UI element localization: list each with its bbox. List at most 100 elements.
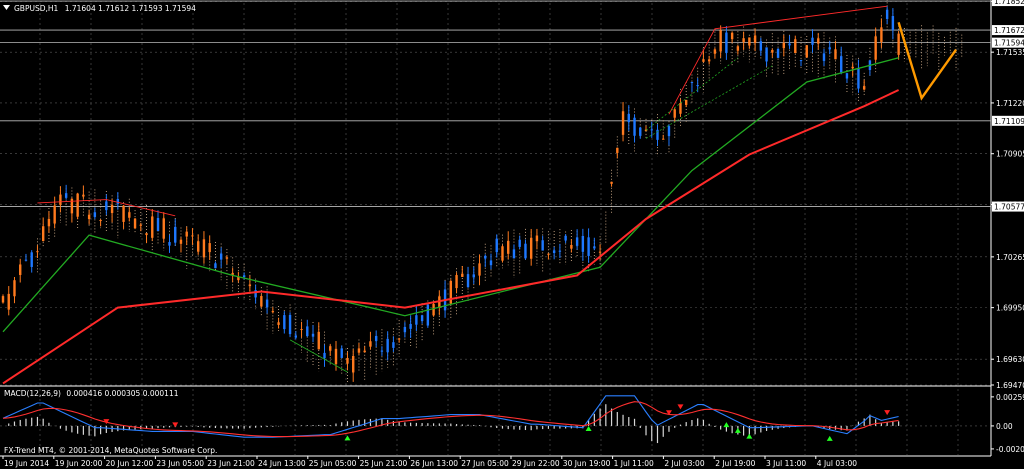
candle-body: [346, 357, 349, 364]
candle-body: [524, 243, 527, 259]
time-tick-label: 30 Jun 19:00: [563, 459, 611, 468]
time-tick-label: 29 Jun 22:00: [512, 459, 560, 468]
price-tag-label: 1.71852: [994, 0, 1024, 6]
candle-body: [139, 224, 142, 226]
candle-body: [598, 251, 602, 253]
indicator-lines: [2, 5, 957, 385]
candle-body: [667, 126, 671, 137]
candle-body: [317, 331, 320, 350]
candle-body: [426, 304, 430, 326]
candle-body: [294, 335, 297, 338]
price-tag-label: 1.71594: [994, 39, 1024, 48]
candle-body: [575, 237, 579, 246]
price-tick-label: 1.69470: [996, 381, 1024, 390]
candle-body: [765, 47, 768, 62]
candle-body: [845, 73, 849, 79]
candle-body: [185, 231, 188, 237]
candle-body: [851, 66, 854, 69]
candle-body: [13, 280, 16, 297]
candle-body: [633, 117, 636, 136]
candle-body: [87, 214, 91, 220]
candle-body: [644, 129, 648, 132]
candle-body: [197, 241, 200, 252]
candle-body: [19, 264, 22, 275]
price-tick-label: 1.69630: [996, 355, 1024, 364]
candle-body: [518, 239, 521, 247]
time-tick-label: 25 Jun 05:00: [309, 459, 357, 468]
candle-body: [300, 329, 303, 331]
buy-arrow-icon: [734, 427, 741, 433]
time-tick-label: 19 Jun 2014: [4, 459, 49, 468]
sell-arrow-icon: [884, 410, 891, 416]
macd-panel: [0, 395, 990, 444]
macd-values: 0.000416 0.000305 0.000111: [66, 389, 178, 398]
candle-body: [340, 348, 343, 358]
sell-arrow-icon: [103, 419, 110, 425]
candle-body: [862, 86, 866, 90]
time-tick-label: 20 Jun 12:00: [106, 459, 154, 468]
candle-body: [30, 252, 33, 267]
candle-body: [179, 239, 183, 244]
candle-body: [260, 296, 263, 307]
candle-body: [880, 27, 883, 43]
candle-body: [788, 43, 791, 46]
candle-body: [357, 348, 361, 353]
price-tick-label: 1.69950: [996, 304, 1024, 313]
candle-body: [214, 263, 217, 269]
candle-body: [225, 257, 229, 259]
candle-body: [759, 41, 763, 51]
candle-body: [369, 341, 372, 347]
candle-body: [202, 239, 206, 258]
candles: [1, 6, 900, 382]
candle-body: [24, 259, 28, 261]
candle-body: [742, 38, 745, 43]
candle-body: [311, 333, 315, 337]
candle-body: [151, 216, 154, 238]
candle-body: [191, 235, 194, 237]
sell-arrow-icon: [677, 404, 684, 410]
time-tick-label: 2 Jul 03:00: [664, 459, 704, 468]
candle-body: [713, 49, 717, 54]
buy-arrow-icon: [344, 435, 351, 441]
candle-body: [70, 198, 74, 214]
macd-line: [2, 395, 899, 438]
candle-body: [472, 274, 475, 278]
price-tick-label: 1.71535: [996, 48, 1024, 57]
symbol-header: GBPUSD,H1 1.71604 1.71612 1.71593 1.7159…: [14, 4, 196, 13]
candle-body: [541, 240, 544, 251]
macd-tick-label: 0.002597: [996, 393, 1024, 402]
chart-menu-icon[interactable]: [3, 5, 10, 10]
time-tick-label: 1 Jul 11:00: [614, 459, 654, 468]
candle-body: [156, 218, 160, 232]
candle-body: [730, 32, 734, 40]
time-tick-label: 26 Jun 13:00: [410, 459, 458, 468]
candle-body: [380, 350, 384, 352]
candle-body: [271, 311, 275, 313]
price-tag: [992, 115, 1024, 126]
candle-body: [105, 201, 108, 211]
candle-body: [363, 350, 366, 353]
candle-body: [799, 60, 803, 62]
price-tick-label: 1.70905: [996, 150, 1024, 159]
candle-body: [168, 242, 171, 246]
trend-line: [645, 65, 773, 139]
candle-body: [265, 299, 269, 308]
macd-tick-label: 0.00: [996, 422, 1013, 431]
candle-body: [59, 194, 62, 205]
candle-body: [507, 240, 510, 254]
candle-body: [552, 250, 556, 253]
candle-body: [811, 37, 814, 45]
candle-body: [374, 335, 378, 341]
time-tick-label: 4 Jul 03:00: [817, 459, 857, 468]
candle-body: [323, 352, 326, 359]
price-tag-label: 1.71109: [994, 117, 1024, 126]
time-tick-label: 19 Jun 20:00: [55, 459, 103, 468]
candle-body: [834, 49, 837, 60]
candle-body: [828, 47, 831, 50]
buy-arrow-icon: [826, 435, 833, 441]
candle-body: [685, 99, 688, 105]
candle-body: [110, 204, 114, 214]
price-tag: [992, 0, 1024, 7]
